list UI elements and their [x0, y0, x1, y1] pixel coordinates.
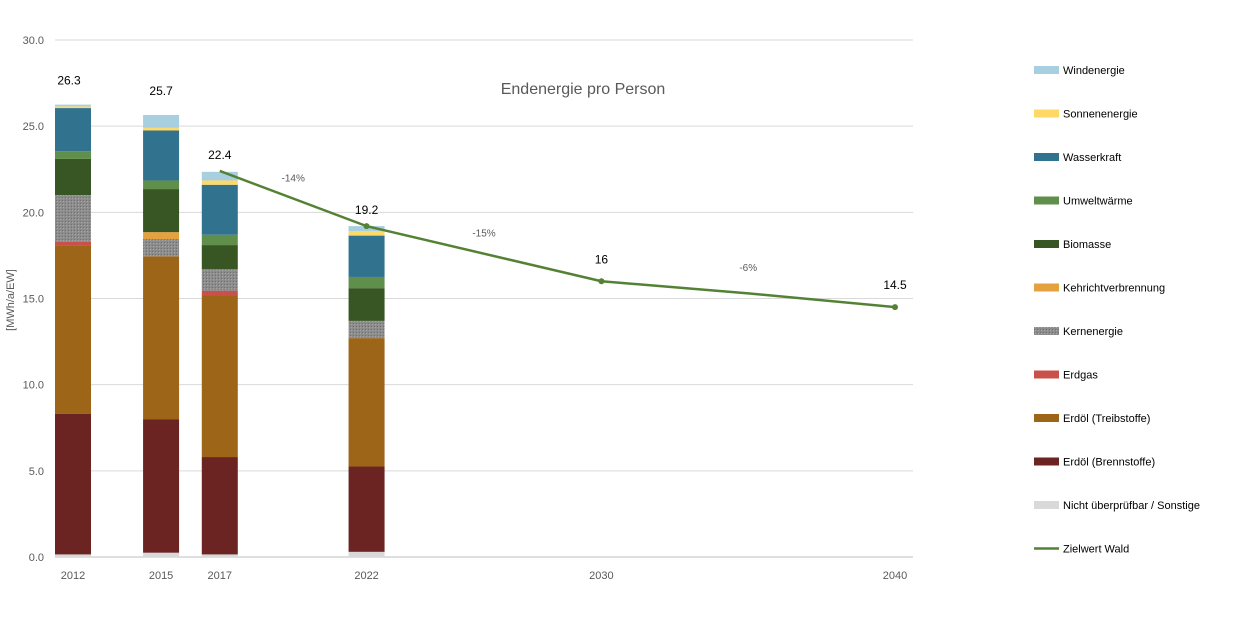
legend-swatch [1034, 501, 1059, 509]
bar-segment [201, 180, 238, 185]
x-axis-ticks: 2012 2015 2017 2022 2030 2040 [61, 570, 907, 582]
bar-segment [55, 554, 91, 557]
x-tick-label: 2040 [883, 570, 907, 582]
bar-segment [55, 106, 91, 109]
legend-swatch [1034, 240, 1059, 248]
total-value-label: 26.3 [57, 74, 81, 88]
bar-segment [348, 288, 385, 321]
total-value-label: 22.4 [208, 148, 232, 162]
target-line-marker [363, 223, 370, 230]
bar-segment [55, 104, 91, 107]
legend-swatch [1034, 327, 1059, 335]
total-value-label: 16 [595, 252, 609, 266]
x-tick-label: 2022 [354, 570, 378, 582]
bar-segment [55, 158, 91, 196]
bar-segment [143, 180, 180, 190]
legend-label: Erdöl (Brennstoffe) [1063, 457, 1155, 469]
y-tick-label: 20.0 [23, 207, 44, 219]
percent-change-label: -15% [472, 228, 495, 239]
bar-segment [348, 276, 385, 289]
bar-segment [143, 552, 180, 557]
bar-segment [201, 184, 238, 235]
bar-segment [143, 419, 180, 553]
bar-segment [201, 269, 238, 291]
x-tick-label: 2017 [208, 570, 232, 582]
target-line-marker [598, 278, 605, 285]
bar-segment [201, 457, 238, 555]
bar-segment [55, 195, 91, 242]
legend-label: Umweltwärme [1063, 196, 1133, 208]
legend-swatch [1034, 196, 1059, 205]
bar-segment [201, 245, 238, 270]
x-tick-label: 2015 [149, 570, 173, 582]
legend-label: Kehrichtverbrennung [1063, 283, 1165, 295]
total-value-label: 14.5 [883, 278, 907, 292]
total-value-label: 25.7 [149, 84, 173, 98]
x-tick-label: 2030 [589, 570, 613, 582]
y-tick-label: 25.0 [23, 121, 44, 133]
bar-segment [55, 413, 91, 555]
legend-swatch [1034, 414, 1059, 422]
percent-change-label: -6% [739, 263, 757, 274]
target-line-path [219, 169, 896, 309]
bar-segment [143, 256, 180, 420]
bar-segment [348, 231, 385, 236]
legend-swatch [1034, 66, 1059, 74]
legend-swatch [1034, 109, 1059, 118]
target-line-marker [892, 304, 898, 311]
bar-segment [143, 232, 180, 240]
legend-label: Erdöl (Treibstoffe) [1063, 413, 1150, 425]
bar-segment [348, 235, 385, 277]
legend-swatch [1034, 153, 1059, 161]
legend-label: Zielwert Wald [1063, 544, 1129, 556]
total-value-label: 19.2 [355, 203, 379, 217]
y-axis-label: [MWh/a/EW] [5, 269, 17, 331]
bar-segment [143, 127, 180, 131]
bar-segment [201, 290, 238, 296]
legend-swatch [1034, 457, 1059, 466]
legend-swatch [1034, 283, 1059, 292]
bar-segment [143, 189, 180, 233]
target-line: -14% -15% -6% [219, 169, 898, 311]
legend-label: Wasserkraft [1063, 152, 1121, 164]
bar-segment [55, 108, 91, 152]
y-tick-label: 0.0 [29, 552, 44, 564]
legend-label: Kernenergie [1063, 326, 1123, 338]
chart-title: Endenergie pro Person [501, 81, 666, 98]
y-tick-label: 15.0 [23, 294, 44, 306]
bar-segment [348, 320, 385, 339]
y-axis-ticks: 0.0 5.0 10.0 15.0 20.0 25.0 30.0 [23, 35, 44, 564]
y-tick-label: 10.0 [23, 380, 44, 392]
bar-segment [143, 114, 180, 128]
bar-segment [348, 338, 385, 467]
bar-segment [201, 554, 238, 557]
bar-segment [143, 130, 180, 181]
legend-label: Sonnenenergie [1063, 109, 1138, 121]
total-labels: 26.3 25.7 22.4 19.2 16 14.5 [57, 74, 907, 292]
bar-segment [143, 239, 180, 257]
bar-segment [55, 241, 91, 246]
x-tick-label: 2012 [61, 570, 85, 582]
legend-label: Biomasse [1063, 239, 1111, 251]
y-tick-label: 30.0 [23, 35, 44, 47]
y-tick-label: 5.0 [29, 466, 44, 478]
legend-swatch [1034, 370, 1059, 379]
bar-segment [201, 234, 238, 246]
gridlines [55, 39, 913, 558]
bar-segment [201, 171, 238, 181]
legend: Windenergie Sonnenenergie Wasserkraft Umwel… [1034, 65, 1200, 556]
bar-segment [348, 551, 385, 557]
bar-segment [201, 295, 238, 458]
percent-change-label: -14% [281, 173, 304, 184]
bar-segment [55, 245, 91, 414]
stacked-bars [55, 104, 385, 557]
bar-segment [348, 466, 385, 552]
legend-label: Nicht überprüfbar / Sonstige [1063, 500, 1200, 512]
legend-label: Erdgas [1063, 370, 1098, 382]
legend-label: Windenergie [1063, 65, 1125, 77]
bar-segment [55, 151, 91, 159]
